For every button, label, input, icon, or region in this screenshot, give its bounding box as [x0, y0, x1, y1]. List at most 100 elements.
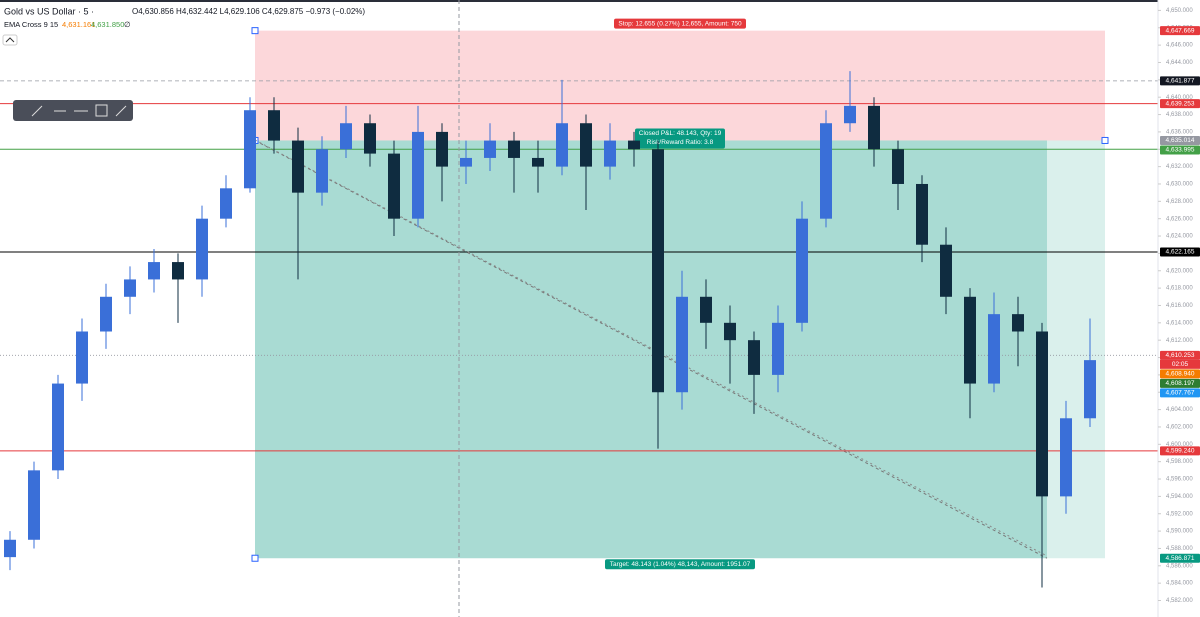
price-tag-bg: [1160, 99, 1200, 109]
price-tag: 4,608.197: [1166, 380, 1195, 387]
candle-body: [412, 131, 424, 219]
candle-body: [76, 331, 88, 384]
y-tick-label: 4,618.000: [1166, 286, 1193, 292]
candle-body: [340, 123, 352, 150]
price-tag-bg: [1160, 135, 1200, 145]
candle-body: [364, 123, 376, 154]
collapse-icon: [5, 37, 15, 43]
candle-body: [772, 322, 784, 375]
y-tick-label: 4,624.000: [1166, 234, 1193, 240]
y-tick-label: 4,602.000: [1166, 425, 1193, 431]
countdown-bg: [1160, 359, 1200, 369]
top-bar: [0, 0, 1200, 2]
rect-tool[interactable]: [95, 104, 108, 117]
y-tick-label: 4,586.000: [1166, 563, 1193, 569]
y-tick-label: 4,590.000: [1166, 529, 1193, 535]
candle-body: [28, 470, 40, 540]
y-tick-label: 4,616.000: [1166, 303, 1193, 309]
candle-body: [628, 140, 640, 150]
candle-body: [484, 140, 496, 158]
candle-body: [724, 322, 736, 341]
target-label-bg: [605, 559, 755, 570]
candle-body: [460, 157, 472, 167]
price-tag: 4,608.940: [1166, 371, 1195, 378]
position-handle[interactable]: [251, 554, 259, 562]
candle-body: [220, 188, 232, 219]
price-tag-bg: [1160, 145, 1200, 155]
candle-body: [700, 296, 712, 323]
trend-tool[interactable]: [31, 105, 43, 117]
price-tag: 4,586.871: [1166, 555, 1195, 562]
candle-body: [244, 110, 256, 189]
price-tag-bg: [1160, 378, 1200, 388]
y-tick-label: 4,612.000: [1166, 338, 1193, 344]
candle-body: [988, 314, 1000, 384]
candle-body: [196, 218, 208, 280]
price-tag: 4,647.669: [1166, 27, 1195, 34]
trend-line: [254, 139, 1048, 557]
position-handle[interactable]: [1101, 136, 1109, 144]
candle-body: [844, 105, 856, 124]
candle-body: [4, 539, 16, 558]
y-tick-label: 4,630.000: [1166, 182, 1193, 188]
candle-body: [316, 149, 328, 193]
y-tick-label: 4,584.000: [1166, 581, 1193, 587]
position-handle[interactable]: [251, 27, 259, 35]
indicator-fast: 4,631.161: [62, 20, 95, 29]
candle-body: [1036, 331, 1048, 497]
drawing-toolbar: [13, 100, 133, 121]
stop-label-bg: [614, 18, 746, 29]
indicator-name[interactable]: EMA Cross 9 15: [4, 20, 58, 29]
candle-body: [52, 383, 64, 471]
candle-body: [436, 131, 448, 167]
candle-body: [748, 340, 760, 375]
y-tick-label: 4,594.000: [1166, 494, 1193, 500]
candle-body: [892, 149, 904, 184]
target-label: Target: 48.143 (1.04%) 48,143, Amount: 1…: [610, 561, 751, 568]
trade-line: [254, 140, 1048, 559]
y-tick-label: 4,592.000: [1166, 511, 1193, 517]
y-tick-label: 4,638.000: [1166, 112, 1193, 118]
candle-body: [868, 105, 880, 150]
candle-body: [1012, 314, 1024, 332]
price-tag: 4,641.877: [1166, 78, 1195, 85]
candle-body: [964, 296, 976, 384]
ohlc-values: O4,630.856 H4,632.442 L4,629.106 C4,629.…: [132, 7, 365, 16]
candle-body: [556, 123, 568, 167]
price-tag-bg: [1160, 553, 1200, 563]
y-tick-label: 4,636.000: [1166, 129, 1193, 135]
y-tick-label: 4,632.000: [1166, 164, 1193, 170]
price-tag-bg: [1160, 350, 1200, 360]
y-tick-label: 4,596.000: [1166, 477, 1193, 483]
price-tag: 4,607.767: [1166, 390, 1195, 397]
y-tick-label: 4,650.000: [1166, 8, 1193, 14]
price-tag-bg: [1160, 369, 1200, 379]
y-tick-label: 4,588.000: [1166, 546, 1193, 552]
price-tag: 4,635.014: [1166, 137, 1195, 144]
y-tick-label: 4,626.000: [1166, 216, 1193, 222]
price-tag-bg: [1160, 247, 1200, 257]
price-tag: 4,599.240: [1166, 448, 1195, 455]
target-zone-future: [1047, 140, 1105, 559]
indicator-extra: ∅: [124, 20, 131, 29]
candle-body: [676, 296, 688, 393]
y-tick-label: 4,614.000: [1166, 320, 1193, 326]
candle-body: [652, 149, 664, 393]
rr-label: Risk/Reward Ratio: 3.8: [647, 139, 714, 146]
symbol-title[interactable]: Gold vs US Dollar · 5 ·: [4, 6, 94, 16]
candle-body: [1060, 418, 1072, 497]
brush-tool[interactable]: [115, 105, 127, 117]
collapse-button[interactable]: [2, 34, 18, 46]
y-tick-label: 4,598.000: [1166, 459, 1193, 465]
pnl-label: Closed P&L: 48.143, Qty: 19: [639, 130, 722, 137]
candle-body: [388, 153, 400, 219]
candle-body: [796, 218, 808, 323]
price-tag-bg: [1160, 388, 1200, 398]
price-tag: 4,633.995: [1166, 147, 1195, 154]
y-tick-label: 4,628.000: [1166, 199, 1193, 205]
toolbar-bg: [13, 100, 133, 121]
price-tag-bg: [1160, 446, 1200, 456]
price-tag: 4,610.253: [1166, 352, 1195, 359]
